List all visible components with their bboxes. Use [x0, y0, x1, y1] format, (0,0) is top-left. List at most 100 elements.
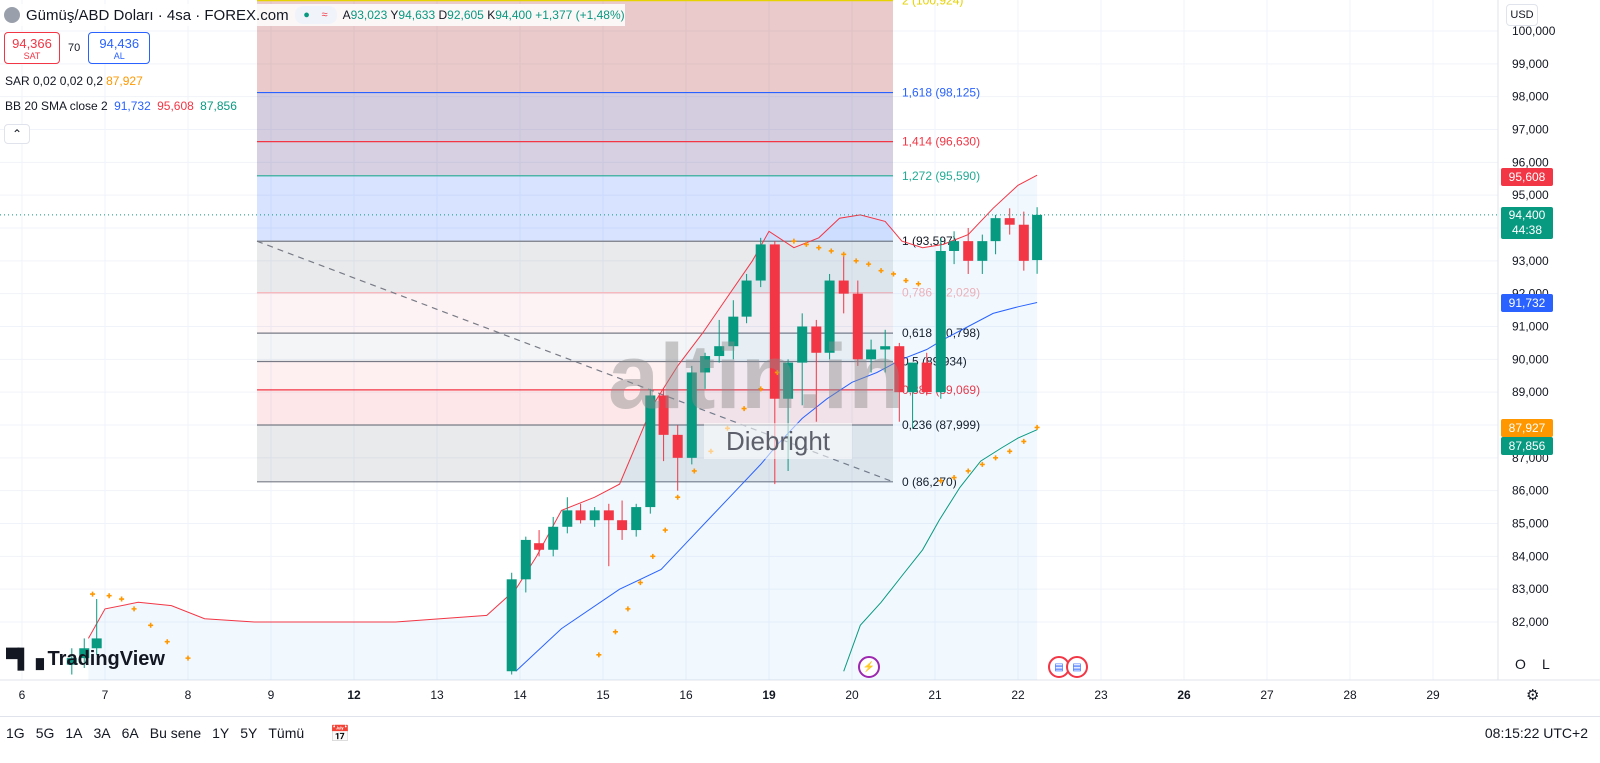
symbol-title[interactable]: Gümüş/ABD Doları · 4sa · FOREX.com: [26, 6, 289, 24]
sar-point: [691, 468, 697, 474]
tradingview-logo[interactable]: ▀▌▗ TradingView: [6, 648, 165, 670]
candle-body[interactable]: [935, 250, 946, 393]
candle-body[interactable]: [589, 510, 600, 521]
candle-body[interactable]: [811, 326, 822, 353]
bb-lower-line[interactable]: [843, 429, 1038, 672]
fib-zone: [257, 92, 893, 142]
settings-gear-icon[interactable]: ⚙: [1526, 687, 1540, 704]
buy-button[interactable]: 94,436 AL: [88, 32, 151, 64]
collapse-legend-button[interactable]: ⌃: [4, 124, 30, 144]
candle-body[interactable]: [79, 648, 90, 659]
range-button[interactable]: 5G: [35, 725, 55, 741]
clock[interactable]: 08:15:22 UTC+2: [1484, 725, 1588, 741]
candle-body[interactable]: [852, 293, 863, 360]
candle-body[interactable]: [990, 218, 1001, 242]
candle-body[interactable]: [700, 356, 711, 373]
market-open-icon[interactable]: ●: [303, 9, 310, 21]
bb-basis-line[interactable]: [515, 302, 1038, 672]
candle-body[interactable]: [824, 280, 835, 353]
scale-l-button[interactable]: L: [1542, 656, 1550, 672]
bb-basis-price-label: 91,732: [1501, 294, 1553, 312]
candle-body[interactable]: [977, 241, 988, 261]
time-axis-tick: 14: [513, 688, 527, 702]
candle-body[interactable]: [949, 241, 960, 251]
price-axis-tick: 83,000: [1512, 582, 1549, 596]
status-pills[interactable]: ● ≈: [294, 6, 337, 24]
candle-body[interactable]: [575, 510, 586, 521]
candle-body[interactable]: [797, 326, 808, 363]
candle-body[interactable]: [838, 280, 849, 294]
time-axis-tick: 6: [19, 688, 26, 702]
candle-body[interactable]: [769, 244, 780, 399]
time-axis-tick: 13: [430, 688, 444, 702]
candle-body[interactable]: [562, 510, 573, 527]
candle-body[interactable]: [91, 638, 102, 649]
bb-upper-line[interactable]: [87, 174, 1038, 639]
candle-body[interactable]: [866, 349, 877, 360]
price-axis-tick: 100,000: [1512, 24, 1556, 38]
watermark-logo: altin.in: [608, 326, 905, 428]
scale-o-button[interactable]: O: [1515, 656, 1526, 672]
watermark-sub: Diebright: [704, 423, 852, 459]
candle-body[interactable]: [603, 510, 614, 521]
range-button[interactable]: 1Y: [212, 725, 230, 741]
range-button[interactable]: 1A: [65, 725, 83, 741]
sar-point: [119, 596, 125, 602]
candle-body[interactable]: [907, 362, 918, 393]
sar-point: [841, 251, 847, 257]
candle-body[interactable]: [963, 241, 974, 261]
candle-body[interactable]: [1032, 214, 1043, 261]
candle-body[interactable]: [755, 244, 766, 281]
price-axis-tick: 84,000: [1512, 549, 1549, 563]
bb-legend[interactable]: BB 20 SMA close 2 91,732 95,608 87,856: [5, 99, 237, 113]
price-chart[interactable]: 0 (86,270)0,236 (87,999)0,382 (89,069)0,…: [0, 0, 1600, 716]
calendar-icon[interactable]: 📅: [330, 726, 350, 743]
candle-body[interactable]: [686, 372, 697, 458]
range-button[interactable]: Tümü: [268, 725, 305, 741]
candle-body[interactable]: [520, 539, 531, 580]
range-button[interactable]: Bu sene: [149, 725, 202, 741]
range-button[interactable]: 1G: [6, 725, 25, 741]
candle-body[interactable]: [921, 362, 932, 393]
candle-body[interactable]: [66, 658, 77, 665]
candle-body[interactable]: [714, 346, 725, 357]
data-delay-icon[interactable]: ≈: [321, 9, 328, 21]
us-flag-event-icon[interactable]: ▤: [1066, 656, 1088, 678]
currency-select[interactable]: USD: [1506, 4, 1538, 26]
range-button[interactable]: 5Y: [240, 725, 258, 741]
sar-point: [90, 591, 96, 597]
bb-lower-price-label: 87,856: [1501, 437, 1553, 455]
sar-point: [625, 606, 631, 612]
candle-body[interactable]: [894, 346, 905, 393]
candle-body[interactable]: [658, 395, 669, 435]
range-button[interactable]: 6A: [121, 725, 139, 741]
chart-header: Gümüş/ABD Doları · 4sa · FOREX.com ● ≈ A…: [4, 4, 625, 26]
candle-body[interactable]: [534, 543, 545, 550]
candle-body[interactable]: [880, 346, 891, 350]
fib-level-label: 1,618 (98,125): [902, 86, 980, 100]
candle-body[interactable]: [1018, 224, 1029, 261]
sar-point: [951, 475, 957, 481]
sell-button[interactable]: 94,366 SAT: [4, 32, 60, 64]
candle-body[interactable]: [741, 280, 752, 317]
candle-body[interactable]: [645, 395, 656, 508]
sar-point: [131, 606, 137, 612]
candle-body[interactable]: [783, 362, 794, 399]
candle-body[interactable]: [548, 526, 559, 550]
sar-point: [148, 622, 154, 628]
candle-body[interactable]: [617, 520, 628, 531]
candle-body[interactable]: [672, 434, 683, 458]
range-button[interactable]: 3A: [93, 725, 111, 741]
sar-legend[interactable]: SAR 0,02 0,02 0,2 87,927: [5, 74, 143, 88]
candle-body[interactable]: [1004, 218, 1015, 225]
candle-body[interactable]: [631, 507, 642, 531]
price-axis-tick: 90,000: [1512, 352, 1549, 366]
sar-point: [1034, 424, 1040, 430]
price-axis-tick: 96,000: [1512, 155, 1549, 169]
sar-point: [816, 245, 822, 251]
candle-body[interactable]: [728, 316, 739, 347]
lightning-event-icon[interactable]: ⚡: [858, 656, 880, 678]
price-axis-tick: 91,000: [1512, 320, 1549, 334]
fib-zone: [257, 333, 893, 362]
candle-body[interactable]: [506, 579, 517, 672]
